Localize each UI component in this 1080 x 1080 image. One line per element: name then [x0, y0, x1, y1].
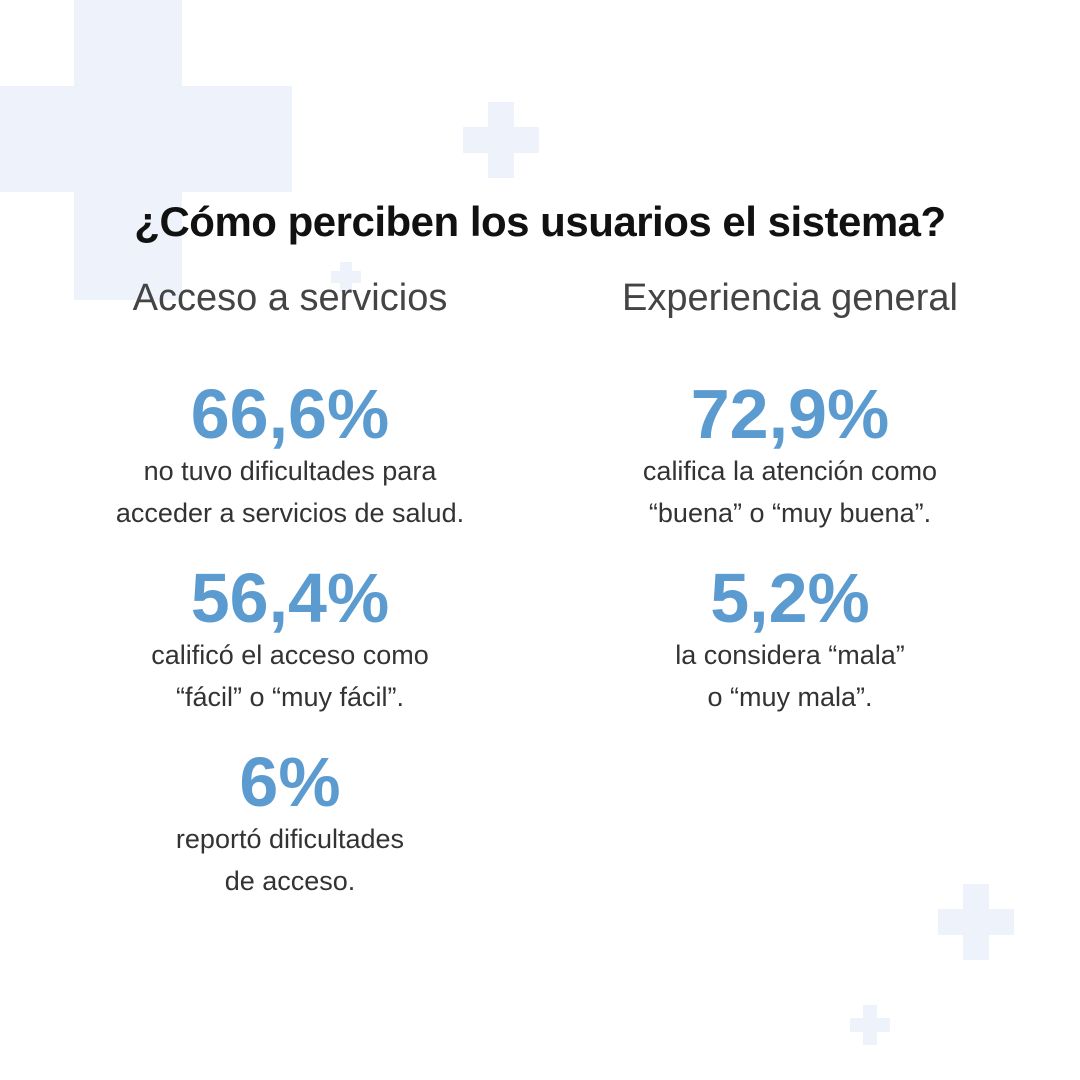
stat-block: 66,6% no tuvo dificultades para acceder …	[40, 378, 540, 534]
stat-block: 72,9% califica la atención como “buena” …	[540, 378, 1040, 534]
stat-value: 56,4%	[190, 559, 390, 637]
experience-heading: Experiencia general	[622, 277, 958, 319]
stat-value: 72,9%	[690, 375, 890, 453]
access-column: Acceso a servicios 66,6% no tuvo dificul…	[40, 270, 540, 930]
stat-description: reportó dificultades de acceso.	[175, 824, 405, 896]
page-title: ¿Cómo perciben los usuarios el sistema?	[134, 198, 946, 246]
stat-block: 5,2% la considera “mala” o “muy mala”.	[540, 562, 1040, 718]
stat-value: 6%	[239, 743, 341, 821]
access-heading: Acceso a servicios	[132, 277, 448, 319]
stat-block: 56,4% calificó el acceso como “fácil” o …	[40, 562, 540, 718]
stat-block: 6% reportó dificultades de acceso.	[40, 746, 540, 902]
stat-description: califica la atención como “buena” o “muy…	[642, 456, 938, 528]
stat-description: la considera “mala” o “muy mala”.	[675, 640, 905, 712]
stat-value: 66,6%	[190, 375, 390, 453]
experience-column: Experiencia general 72,9% califica la at…	[540, 270, 1040, 746]
stat-description: calificó el acceso como “fácil” o “muy f…	[151, 640, 429, 712]
stat-value: 5,2%	[710, 559, 870, 637]
stat-description: no tuvo dificultades para acceder a serv…	[115, 456, 465, 528]
